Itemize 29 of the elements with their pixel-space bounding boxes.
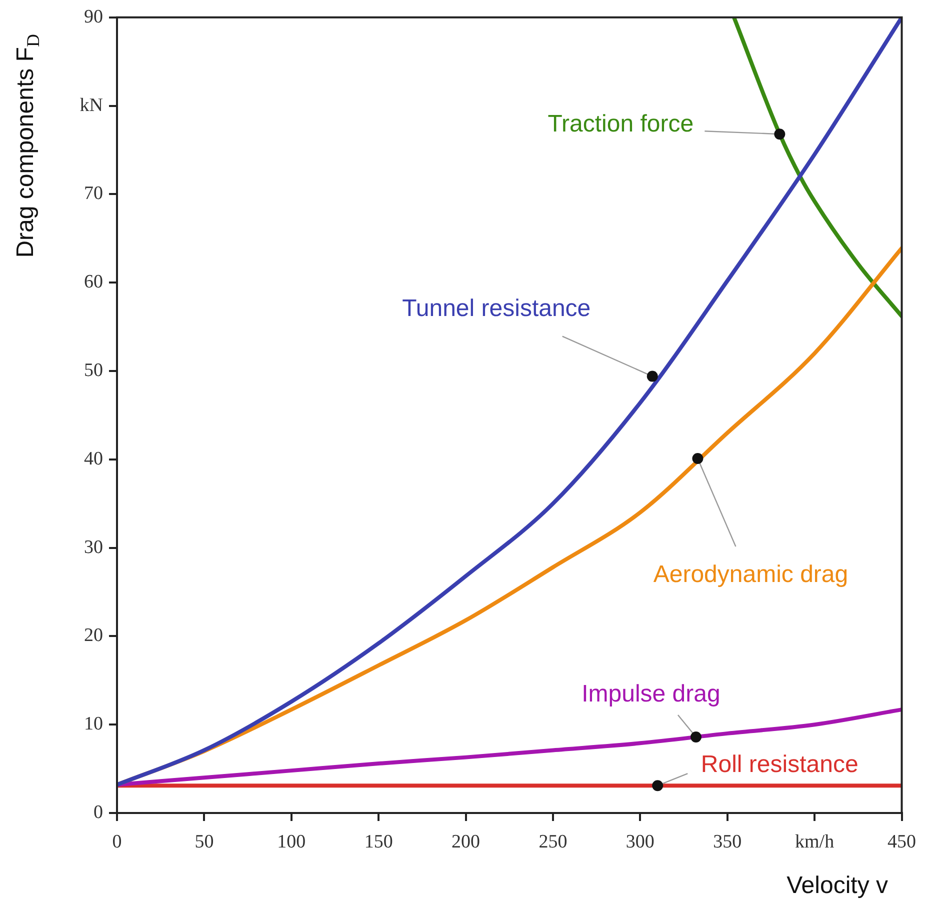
y-tick-label: 20 xyxy=(84,625,103,646)
line-series xyxy=(117,708,902,787)
annotation: Aerodynamic drag xyxy=(653,561,848,588)
annotation: Impulse drag xyxy=(582,680,720,708)
x-tick-label: 150 xyxy=(364,831,393,852)
x-tick-label: 300 xyxy=(626,831,654,852)
y-tick-label: 30 xyxy=(84,536,103,558)
x-tick-label: 200 xyxy=(452,831,480,852)
y-tick-label: 70 xyxy=(84,183,103,204)
line-series xyxy=(117,17,902,787)
y-tick-label: 10 xyxy=(84,714,103,735)
annotation: Traction force xyxy=(548,110,694,138)
y-tick-label: 50 xyxy=(84,360,103,381)
y-tick-label: 60 xyxy=(84,272,103,293)
x-tick-label: 100 xyxy=(277,831,306,852)
line-series xyxy=(732,17,902,318)
x-tick-label: km/h xyxy=(795,831,835,852)
annotation: Roll resistance xyxy=(700,751,858,778)
x-tick-label: 0 xyxy=(112,831,122,852)
y-tick-label: kN xyxy=(80,94,104,116)
x-axis-title: Velocity v xyxy=(786,872,888,900)
y-tick-label: 40 xyxy=(84,448,103,470)
x-tick-label: 350 xyxy=(713,831,742,852)
x-tick-label: 250 xyxy=(538,831,568,852)
x-tick-label: 450 xyxy=(888,831,916,852)
y-tick-label: 0 xyxy=(94,802,103,823)
annotation: Tunnel resistance xyxy=(402,294,591,322)
y-tick-label: 90 xyxy=(84,6,103,28)
x-tick-label: 50 xyxy=(194,831,214,852)
